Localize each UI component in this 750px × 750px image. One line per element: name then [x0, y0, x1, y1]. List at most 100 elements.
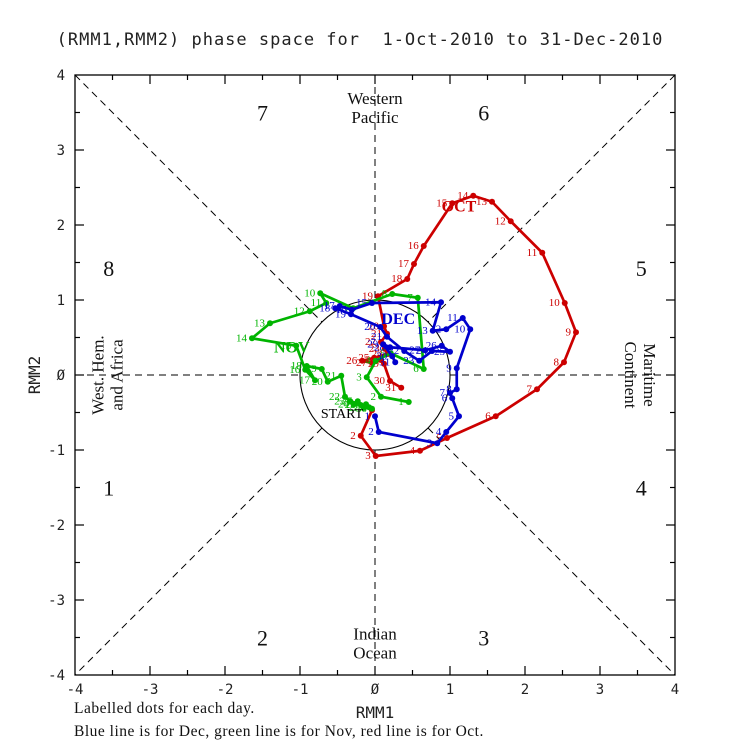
day-dot — [411, 261, 417, 267]
day-label: 25 — [342, 395, 354, 407]
day-label: 9 — [566, 326, 572, 338]
day-dot — [416, 357, 423, 364]
region-label-west-hem-africa: West. Hem. and Africa — [88, 335, 126, 414]
day-label: 3 — [365, 450, 371, 462]
day-dot — [492, 413, 499, 420]
day-label: 10 — [454, 323, 466, 335]
day-label: 30 — [356, 403, 368, 415]
phase-divider-line-7 — [74, 427, 323, 676]
day-dot — [404, 276, 411, 282]
day-label: 23 — [334, 395, 346, 407]
day-label: 14 — [425, 296, 437, 308]
day-label: 2 — [371, 391, 377, 403]
day-dot — [467, 326, 474, 333]
day-dot — [414, 294, 421, 301]
day-dot — [380, 341, 387, 348]
day-label: 20 — [364, 321, 376, 333]
day-label: 16 — [408, 240, 420, 252]
day-dot — [336, 303, 343, 309]
day-dot — [401, 348, 408, 354]
caption-line-legend: Blue line is for Dec, green line is for … — [74, 723, 484, 740]
x-tick-label: Ø — [371, 682, 380, 698]
day-label: 6 — [413, 363, 419, 375]
phase-label-5: 5 — [636, 256, 647, 281]
phase-label-8: 8 — [103, 256, 114, 281]
day-dot — [422, 347, 429, 354]
day-label: 29 — [367, 338, 379, 350]
day-label: 21 — [371, 328, 382, 340]
x-tick-label: 3 — [596, 682, 604, 698]
day-dot — [359, 357, 366, 364]
day-dot — [573, 329, 579, 336]
x-tick-label: -1 — [292, 682, 309, 698]
region-label-line2: and Africa — [107, 339, 126, 411]
day-label: 17 — [299, 374, 311, 386]
day-label: 15 — [356, 297, 368, 309]
month-label-nov: NOV — [274, 340, 310, 357]
day-label: 23 — [369, 343, 381, 355]
day-label: 2 — [350, 430, 356, 442]
day-label: 14 — [236, 332, 248, 344]
day-label: 26 — [345, 399, 357, 411]
day-dot — [348, 311, 354, 318]
day-label: 13 — [254, 317, 266, 329]
day-dot — [449, 200, 456, 207]
day-dot — [348, 306, 355, 313]
day-label: 11 — [311, 297, 322, 309]
day-label: 6 — [485, 410, 491, 422]
day-dot — [312, 377, 318, 384]
day-dot — [317, 290, 324, 297]
day-dot — [420, 366, 427, 372]
day-dot — [392, 359, 399, 366]
day-label: 25 — [434, 346, 446, 358]
y-tick-label: Ø — [57, 368, 66, 384]
day-dot — [384, 333, 390, 340]
day-label: 12 — [294, 305, 305, 317]
day-dot — [470, 192, 477, 199]
day-label: 24 — [372, 348, 384, 360]
day-dot — [357, 432, 364, 439]
day-dot — [417, 447, 423, 454]
day-dot — [338, 372, 345, 379]
day-label: 1 — [398, 396, 404, 408]
x-tick-label: -2 — [217, 682, 234, 698]
day-label: 19 — [362, 290, 374, 302]
day-label: 22 — [388, 345, 399, 357]
day-label: 11 — [447, 312, 458, 324]
phase-divider-line-6 — [427, 74, 676, 323]
region-label-line1: Indian — [353, 625, 397, 644]
day-label: 3 — [427, 437, 433, 449]
day-label: 30 — [374, 375, 386, 387]
day-label: 9 — [446, 362, 452, 374]
day-dot — [447, 390, 453, 396]
x-axis-label: RMM1 — [356, 703, 395, 722]
region-label-line1: Western — [347, 89, 403, 108]
day-dot — [398, 384, 405, 391]
day-label: 19 — [306, 363, 318, 375]
phase-label-3: 3 — [478, 626, 489, 651]
day-dot — [389, 291, 396, 297]
day-dot — [332, 305, 339, 312]
day-label: 31 — [379, 356, 390, 368]
day-label: 20 — [312, 376, 324, 388]
day-dot — [438, 299, 444, 306]
phase-label-1: 1 — [103, 476, 114, 501]
day-label: 5 — [380, 347, 386, 359]
day-dot — [375, 429, 382, 435]
day-label: 8 — [554, 356, 560, 368]
day-label: 13 — [476, 196, 488, 208]
day-dot — [249, 335, 255, 342]
day-dot — [405, 399, 412, 405]
day-dot — [324, 378, 331, 385]
day-label: 28 — [374, 341, 386, 353]
day-label: 7 — [407, 292, 413, 304]
day-label: 8 — [382, 288, 388, 300]
day-dot — [444, 435, 450, 441]
day-dot — [381, 360, 387, 367]
day-label: 26 — [426, 340, 438, 352]
x-tick-label: 1 — [446, 682, 454, 698]
y-tick-label: -1 — [48, 443, 65, 459]
